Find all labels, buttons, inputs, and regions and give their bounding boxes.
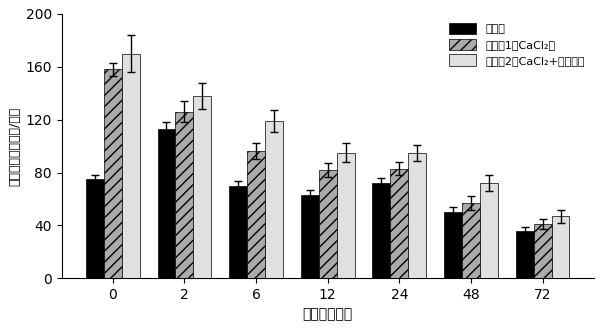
Bar: [337, 153, 355, 279]
Bar: [122, 53, 140, 279]
Bar: [301, 195, 318, 279]
Bar: [373, 183, 390, 279]
Bar: [516, 231, 533, 279]
Bar: [104, 69, 122, 279]
Bar: [533, 224, 551, 279]
Bar: [390, 169, 408, 279]
Y-axis label: 褾黑素含量（皮克/克）: 褾黑素含量（皮克/克）: [8, 107, 21, 186]
Bar: [265, 121, 283, 279]
Bar: [462, 203, 480, 279]
Bar: [229, 186, 247, 279]
Bar: [551, 216, 569, 279]
Bar: [318, 170, 337, 279]
Bar: [158, 129, 175, 279]
Bar: [86, 179, 104, 279]
Bar: [480, 183, 498, 279]
Bar: [408, 153, 426, 279]
Bar: [175, 112, 193, 279]
Bar: [193, 96, 211, 279]
X-axis label: 时间（小时）: 时间（小时）: [303, 308, 353, 322]
Bar: [444, 212, 462, 279]
Bar: [247, 151, 265, 279]
Legend: 对照组, 处理组1（CaCl₂）, 处理组2（CaCl₂+脘氨酸）: 对照组, 处理组1（CaCl₂）, 处理组2（CaCl₂+脘氨酸）: [445, 19, 588, 69]
